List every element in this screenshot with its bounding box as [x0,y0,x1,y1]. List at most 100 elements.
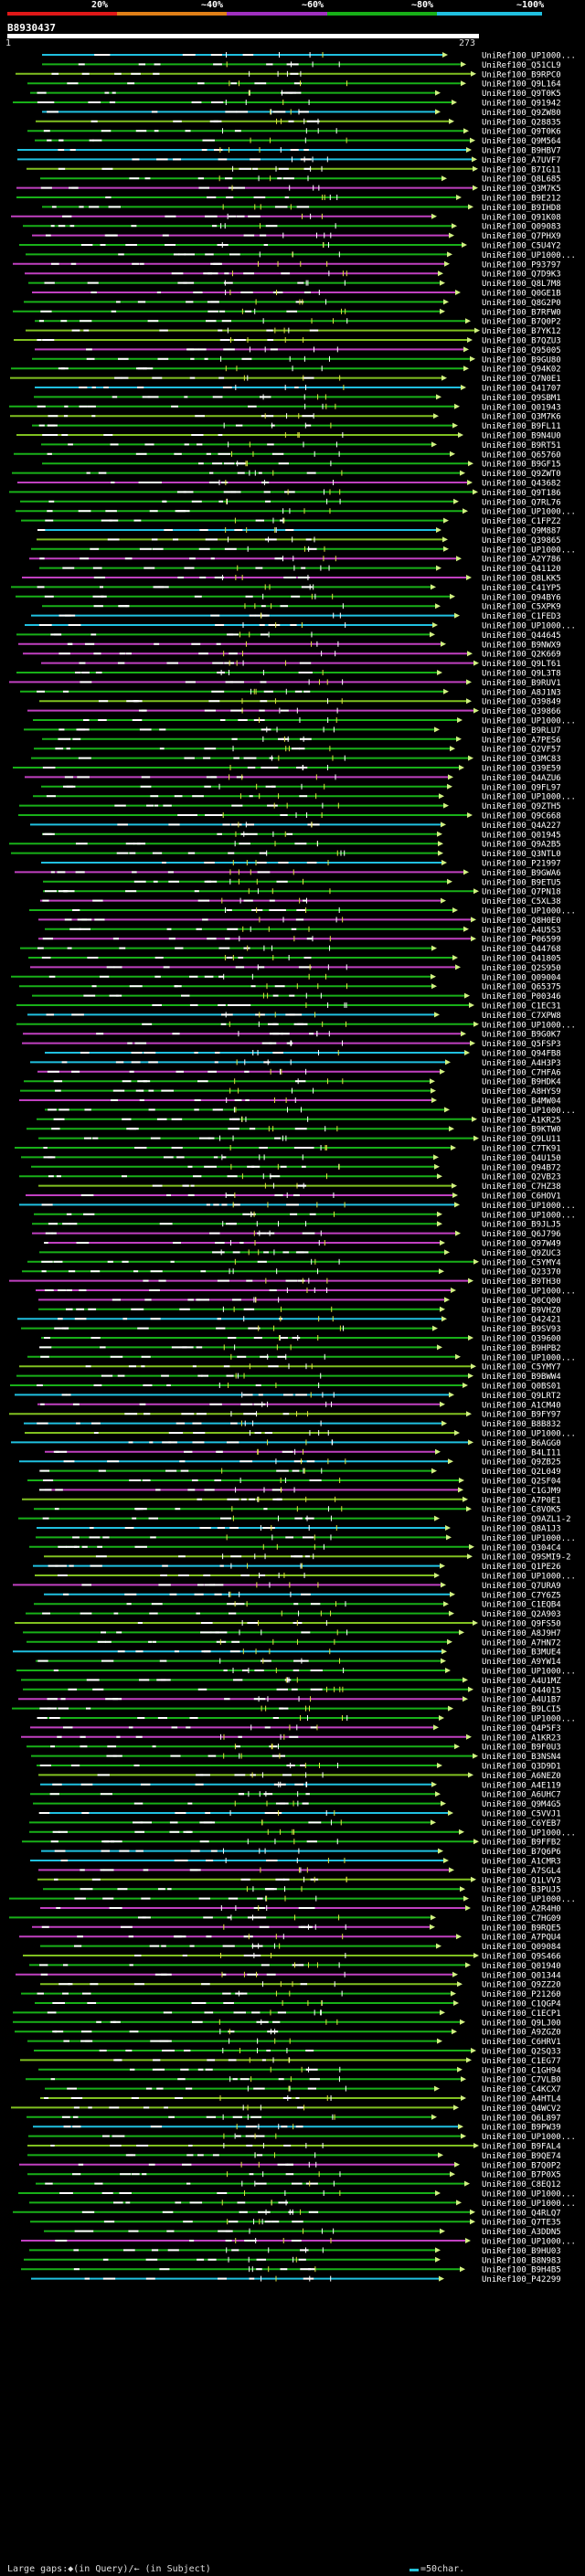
hit-label[interactable]: UniRef100_Q9L3T8 [482,670,561,679]
hit-label[interactable]: UniRef100_Q7PN18 [482,888,561,897]
hit-label[interactable]: UniRef100_Q2SF04 [482,1478,561,1487]
hit-label[interactable]: UniRef100_Q2S950 [482,964,561,973]
hit-label[interactable]: UniRef100_B9VHZ0 [482,1306,561,1315]
hit-label[interactable]: UniRef100_B3MUE4 [482,1648,561,1658]
hit-label[interactable]: UniRef100_C8EQ12 [482,2180,561,2189]
hit-label[interactable]: UniRef100_C1GH94 [482,2066,561,2075]
hit-label[interactable]: UniRef100_UP1000... [482,907,576,917]
hit-label[interactable]: UniRef100_C1EG77 [482,2057,561,2066]
hit-label[interactable]: UniRef100_Q2VF57 [482,746,561,755]
hit-label[interactable]: UniRef100_B9ETU5 [482,878,561,887]
hit-label[interactable]: UniRef100_UP1000... [482,2190,576,2200]
hit-label[interactable]: UniRef100_Q3M7K6 [482,413,561,422]
hit-label[interactable]: UniRef100_Q3M7K5 [482,185,561,194]
hit-label[interactable]: UniRef100_Q41805 [482,955,561,964]
hit-label[interactable]: UniRef100_A7UVF7 [482,156,561,165]
hit-label[interactable]: UniRef100_Q9ZB25 [482,1458,561,1468]
hit-label[interactable]: UniRef100_P21997 [482,860,561,869]
hit-label[interactable]: UniRef100_Q28835 [482,118,561,127]
hit-label[interactable]: UniRef100_C1FPZ2 [482,517,561,526]
hit-label[interactable]: UniRef100_Q9ZWT0 [482,470,561,479]
hit-label[interactable]: UniRef100_Q9ZZ20 [482,1981,561,1990]
hit-label[interactable]: UniRef100_B7QZU3 [482,337,561,346]
hit-label[interactable]: UniRef100_Q7RL76 [482,498,561,507]
hit-label[interactable]: UniRef100_Q7PHX9 [482,232,561,241]
hit-label[interactable]: UniRef100_A2R4H0 [482,1905,561,1914]
hit-label[interactable]: UniRef100_UP1000... [482,1895,576,1904]
hit-label[interactable]: UniRef100_Q4P5F3 [482,1724,561,1733]
hit-label[interactable]: UniRef100_Q7TE35 [482,2219,561,2228]
hit-label[interactable]: UniRef100_A9YW14 [482,1658,561,1667]
hit-label[interactable]: UniRef100_Q9LU11 [482,1135,561,1144]
hit-label[interactable]: UniRef100_Q01945 [482,831,561,840]
hit-label[interactable]: UniRef100_A3DDN5 [482,2228,561,2237]
hit-label[interactable]: UniRef100_Q4U150 [482,1154,561,1163]
hit-label[interactable]: UniRef100_A7HN72 [482,1638,561,1648]
hit-label[interactable]: UniRef100_C7VLB0 [482,2076,561,2085]
hit-label[interactable]: UniRef100_Q9M887 [482,527,561,536]
hit-label[interactable]: UniRef100_Q8H0E0 [482,917,561,926]
hit-label[interactable]: UniRef100_Q0BS01 [482,1383,561,1392]
hit-label[interactable]: UniRef100_Q94BY6 [482,593,561,602]
hit-label[interactable]: UniRef100_C6HOV1 [482,1193,561,1202]
hit-label[interactable]: UniRef100_Q4A227 [482,822,561,831]
hit-label[interactable]: UniRef100_B9H4B5 [482,2266,561,2275]
hit-label[interactable]: UniRef100_B7RFW0 [482,308,561,317]
hit-label[interactable]: UniRef100_UP1000... [482,2133,576,2142]
hit-label[interactable]: UniRef100_UP1000... [482,1668,576,1677]
hit-label[interactable]: UniRef100_A7PQU4 [482,1934,561,1943]
hit-label[interactable]: UniRef100_UP1000... [482,1021,576,1030]
hit-label[interactable]: UniRef100_Q41120 [482,565,561,574]
hit-label[interactable]: UniRef100_C6HRV1 [482,2038,561,2047]
hit-label[interactable]: UniRef100_B9RLU7 [482,726,561,736]
hit-label[interactable]: UniRef100_C1EQB4 [482,1601,561,1610]
hit-label[interactable]: UniRef100_Q4AZU6 [482,774,561,783]
hit-label[interactable]: UniRef100_B8N983 [482,2256,561,2265]
hit-label[interactable]: UniRef100_B7Q0P2 [482,318,561,327]
hit-label[interactable]: UniRef100_C7TK91 [482,1145,561,1154]
hit-label[interactable]: UniRef100_Q9T0K5 [482,90,561,99]
hit-label[interactable]: UniRef100_B9TH30 [482,1277,561,1287]
hit-label[interactable]: UniRef100_Q8G2P0 [482,299,561,308]
hit-label[interactable]: UniRef100_P93797 [482,260,561,270]
hit-label[interactable]: UniRef100_Q8L7M8 [482,280,561,289]
hit-label[interactable]: UniRef100_UP1000... [482,52,576,61]
hit-label[interactable]: UniRef100_C8VOK5 [482,1506,561,1515]
hit-label[interactable]: UniRef100_Q9LJ00 [482,2019,561,2028]
hit-label[interactable]: UniRef100_Q09083 [482,223,561,232]
hit-label[interactable]: UniRef100_Q3MC83 [482,755,561,764]
hit-label[interactable]: UniRef100_C7HZ38 [482,1182,561,1192]
hit-label[interactable]: UniRef100_A8J9H7 [482,1629,561,1638]
hit-label[interactable]: UniRef100_B9HDK4 [482,1078,561,1087]
hit-label[interactable]: UniRef100_Q01940 [482,1962,561,1971]
hit-label[interactable]: UniRef100_UP1000... [482,2200,576,2209]
hit-label[interactable]: UniRef100_Q9SBM1 [482,394,561,403]
hit-label[interactable]: UniRef100_Q44768 [482,945,561,954]
hit-label[interactable]: UniRef100_B7Q6P6 [482,1848,561,1857]
hit-label[interactable]: UniRef100_UP1000... [482,793,576,802]
hit-label[interactable]: UniRef100_UP1000... [482,1534,576,1543]
hit-label[interactable]: UniRef100_B9HU03 [482,2247,561,2256]
hit-label[interactable]: UniRef100_Q8A1J3 [482,1525,561,1534]
hit-label[interactable]: UniRef100_B9F0U3 [482,1744,561,1753]
hit-label[interactable]: UniRef100_Q65375 [482,983,561,992]
hit-label[interactable]: UniRef100_B7YK12 [482,327,561,336]
hit-label[interactable]: UniRef100_B9GU80 [482,355,561,365]
hit-label[interactable]: UniRef100_Q39E59 [482,765,561,774]
hit-label[interactable]: UniRef100_Q7N0E1 [482,375,561,384]
hit-label[interactable]: UniRef100_A9ZGZ0 [482,2029,561,2038]
hit-label[interactable]: UniRef100_A1CMR3 [482,1858,561,1867]
hit-label[interactable]: UniRef100_C1EC31 [482,1002,561,1012]
hit-label[interactable]: UniRef100_A6UHC7 [482,1791,561,1800]
hit-label[interactable]: UniRef100_B4LI11 [482,1448,561,1458]
hit-label[interactable]: UniRef100_B9FAL4 [482,2143,561,2152]
hit-label[interactable]: UniRef100_Q9ZUC3 [482,1249,561,1258]
hit-label[interactable]: UniRef100_Q9LT61 [482,660,561,669]
hit-label[interactable]: UniRef100_B9KTW0 [482,1126,561,1135]
hit-label[interactable]: UniRef100_C7HG09 [482,1914,561,1924]
hit-label[interactable]: UniRef100_UP1000... [482,2238,576,2247]
hit-label[interactable]: UniRef100_Q7D9K3 [482,270,561,280]
hit-label[interactable]: UniRef100_B9JLJ5 [482,1221,561,1230]
hit-label[interactable]: UniRef100_Q94FB8 [482,1050,561,1059]
hit-label[interactable]: UniRef100_B9RQE5 [482,1924,561,1933]
